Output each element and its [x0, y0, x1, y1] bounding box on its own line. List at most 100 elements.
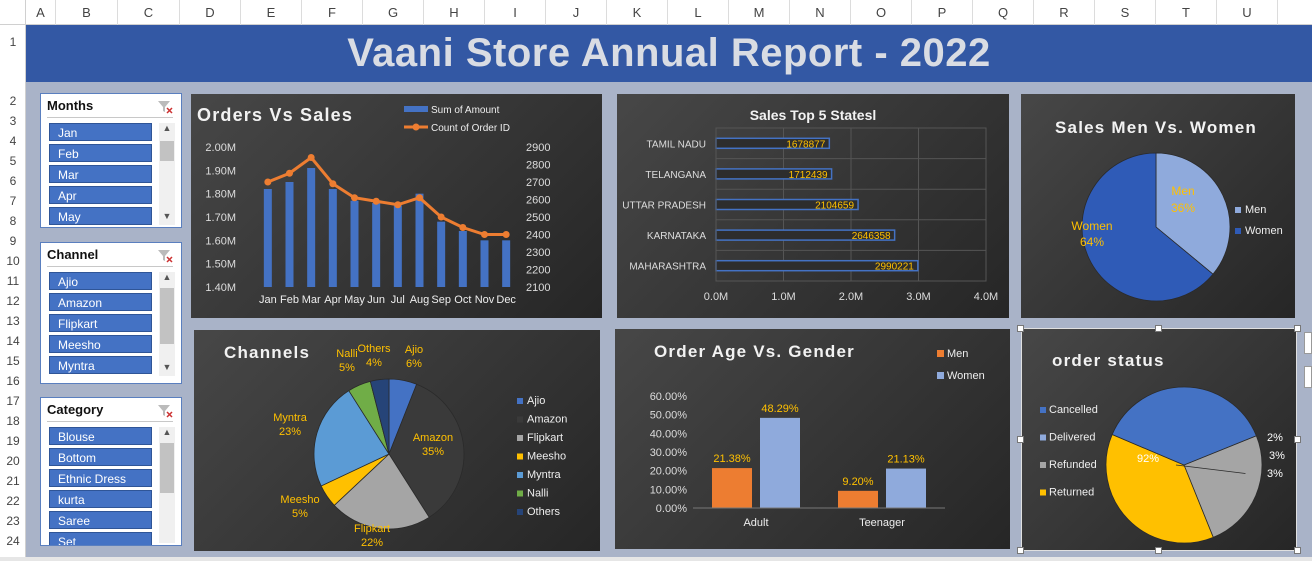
- data-label: 2646358: [852, 231, 891, 242]
- slicer-item[interactable]: Myntra: [49, 356, 152, 374]
- slicer-category-title: Category: [47, 402, 104, 417]
- slicer-item[interactable]: May: [49, 207, 152, 225]
- column-letter: I: [485, 0, 546, 25]
- line-point: [459, 224, 467, 231]
- scroll-down-icon[interactable]: ▼: [162, 211, 172, 221]
- resize-handle[interactable]: [1294, 436, 1301, 443]
- slicer-scrollbar[interactable]: ▲ ▼: [159, 123, 175, 225]
- row-number: 6: [9, 174, 17, 188]
- resize-handle[interactable]: [1155, 547, 1162, 554]
- scroll-thumb[interactable]: [160, 288, 174, 344]
- chart-title: Orders Vs Sales: [197, 105, 354, 125]
- x-tick-label: 4.0M: [974, 291, 998, 303]
- slicer-scrollbar[interactable]: ▲: [159, 427, 175, 543]
- slicer-item[interactable]: Set: [49, 532, 152, 545]
- clear-filter-icon[interactable]: [157, 100, 173, 114]
- select-all-corner[interactable]: [0, 0, 26, 25]
- slicer-item[interactable]: Blouse: [49, 427, 152, 445]
- slicer-scrollbar[interactable]: ▲ ▼: [159, 272, 175, 376]
- clear-filter-icon[interactable]: [157, 249, 173, 263]
- column-letter: Q: [973, 0, 1034, 25]
- pie-slice: [369, 378, 390, 455]
- resize-handle[interactable]: [1294, 547, 1301, 554]
- data-label: Meesho: [280, 494, 319, 506]
- data-label: 5%: [339, 362, 355, 374]
- slicer-channel[interactable]: Channel Ajio Amazon Flipkart Meesho Mynt…: [40, 242, 182, 384]
- chart-top5-states[interactable]: Sales Top 5 Statesl 0.0M 1.0M 2.0M 3.0M 4.0M T…: [617, 94, 1009, 318]
- scroll-thumb[interactable]: [160, 443, 174, 493]
- row-number: 14: [6, 334, 20, 348]
- resize-handle[interactable]: [1155, 325, 1162, 332]
- slicer-item[interactable]: Meesho: [49, 335, 152, 353]
- bar: [760, 417, 800, 508]
- slicer-category[interactable]: Category Blouse Bottom Ethnic Dress kurt…: [40, 397, 182, 546]
- pie-slice: [1155, 152, 1231, 275]
- slicer-months-title: Months: [47, 98, 94, 113]
- legend-swatch: [517, 398, 523, 404]
- legend-label: Cancelled: [1049, 404, 1098, 416]
- data-label: Men: [1171, 184, 1194, 198]
- resize-handle[interactable]: [1017, 547, 1024, 554]
- resize-handle[interactable]: [1294, 325, 1301, 332]
- x-tick-label: Sep: [431, 294, 451, 306]
- slicer-item[interactable]: Amazon: [49, 293, 152, 311]
- y-tick-label: 1.50M: [205, 259, 236, 271]
- y-tick-label: 60.00%: [650, 391, 688, 403]
- slicer-months[interactable]: Months Jan Feb Mar Apr May ▲ ▼: [40, 93, 182, 228]
- sheet-tab-bar[interactable]: [0, 557, 1312, 561]
- slicer-item[interactable]: Bottom: [49, 448, 152, 466]
- row-number: 13: [6, 314, 20, 328]
- chart-orders-vs-sales[interactable]: Orders Vs Sales 2.00M 1.90M 1.80M 1.70M 1.60…: [191, 94, 602, 318]
- slicer-item[interactable]: kurta: [49, 490, 152, 508]
- resize-handle[interactable]: [1017, 325, 1024, 332]
- row-number: 18: [6, 414, 20, 428]
- y-tick-label: 2.00M: [205, 142, 236, 154]
- y-tick-label: 1.90M: [205, 165, 236, 177]
- slicer-item[interactable]: Jan: [49, 123, 152, 141]
- column-letter: N: [790, 0, 851, 25]
- bar: [458, 231, 467, 287]
- scroll-thumb[interactable]: [160, 141, 174, 161]
- legend-label: Women: [947, 370, 985, 382]
- slicer-item[interactable]: Ajio: [49, 272, 152, 290]
- clear-filter-icon[interactable]: [157, 404, 173, 418]
- row-number: 17: [6, 394, 20, 408]
- data-label: 36%: [1171, 201, 1195, 215]
- chart-elements-button[interactable]: [1304, 332, 1312, 354]
- bar: [415, 193, 424, 287]
- column-letter: P: [912, 0, 973, 25]
- scroll-up-icon[interactable]: ▲: [162, 272, 172, 282]
- chart-age-vs-gender[interactable]: Order Age Vs. Gender 60.00% 50.00% 40.00% 3…: [615, 329, 1010, 549]
- legend-label: Nalli: [527, 488, 548, 500]
- scroll-up-icon[interactable]: ▲: [162, 427, 172, 437]
- scroll-down-icon[interactable]: ▼: [162, 362, 172, 372]
- slicer-item[interactable]: Saree: [49, 511, 152, 529]
- data-label: 5%: [292, 508, 308, 520]
- chart-styles-button[interactable]: [1304, 366, 1312, 388]
- column-letter: F: [302, 0, 363, 25]
- slicer-item[interactable]: Flipkart: [49, 314, 152, 332]
- series-line: [267, 155, 507, 236]
- y2-tick-label: 2200: [526, 265, 550, 277]
- legend-swatch: [412, 123, 420, 131]
- line-point: [372, 197, 380, 205]
- report-banner: Vaani Store Annual Report - 2022: [26, 25, 1312, 82]
- report-title: Vaani Store Annual Report - 2022: [347, 31, 991, 75]
- chart-men-vs-women[interactable]: Sales Men Vs. Women Men 36% Women 64% Men Wom…: [1021, 94, 1295, 318]
- legend-swatch: [1235, 228, 1241, 234]
- row-number: 16: [6, 374, 20, 388]
- data-label: 2%: [1267, 432, 1283, 444]
- slicer-item[interactable]: Apr: [49, 186, 152, 204]
- scroll-up-icon[interactable]: ▲: [162, 123, 172, 133]
- legend-label: Sum of Amount: [431, 105, 500, 116]
- slicer-item[interactable]: Mar: [49, 165, 152, 183]
- legend-swatch: [1040, 462, 1046, 468]
- chart-title: Sales Top 5 Statesl: [750, 107, 877, 123]
- data-label: 2990221: [875, 262, 914, 273]
- slicer-item[interactable]: Feb: [49, 144, 152, 162]
- chart-order-status[interactable]: order status 92% 2% 3% 3% Cancelled Delivered…: [1021, 328, 1297, 551]
- resize-handle[interactable]: [1017, 436, 1024, 443]
- chart-channels[interactable]: Channels Ajio 6% Amazon 35% Flipkart 22% Meesh…: [194, 330, 600, 551]
- slicer-item[interactable]: Ethnic Dress: [49, 469, 152, 487]
